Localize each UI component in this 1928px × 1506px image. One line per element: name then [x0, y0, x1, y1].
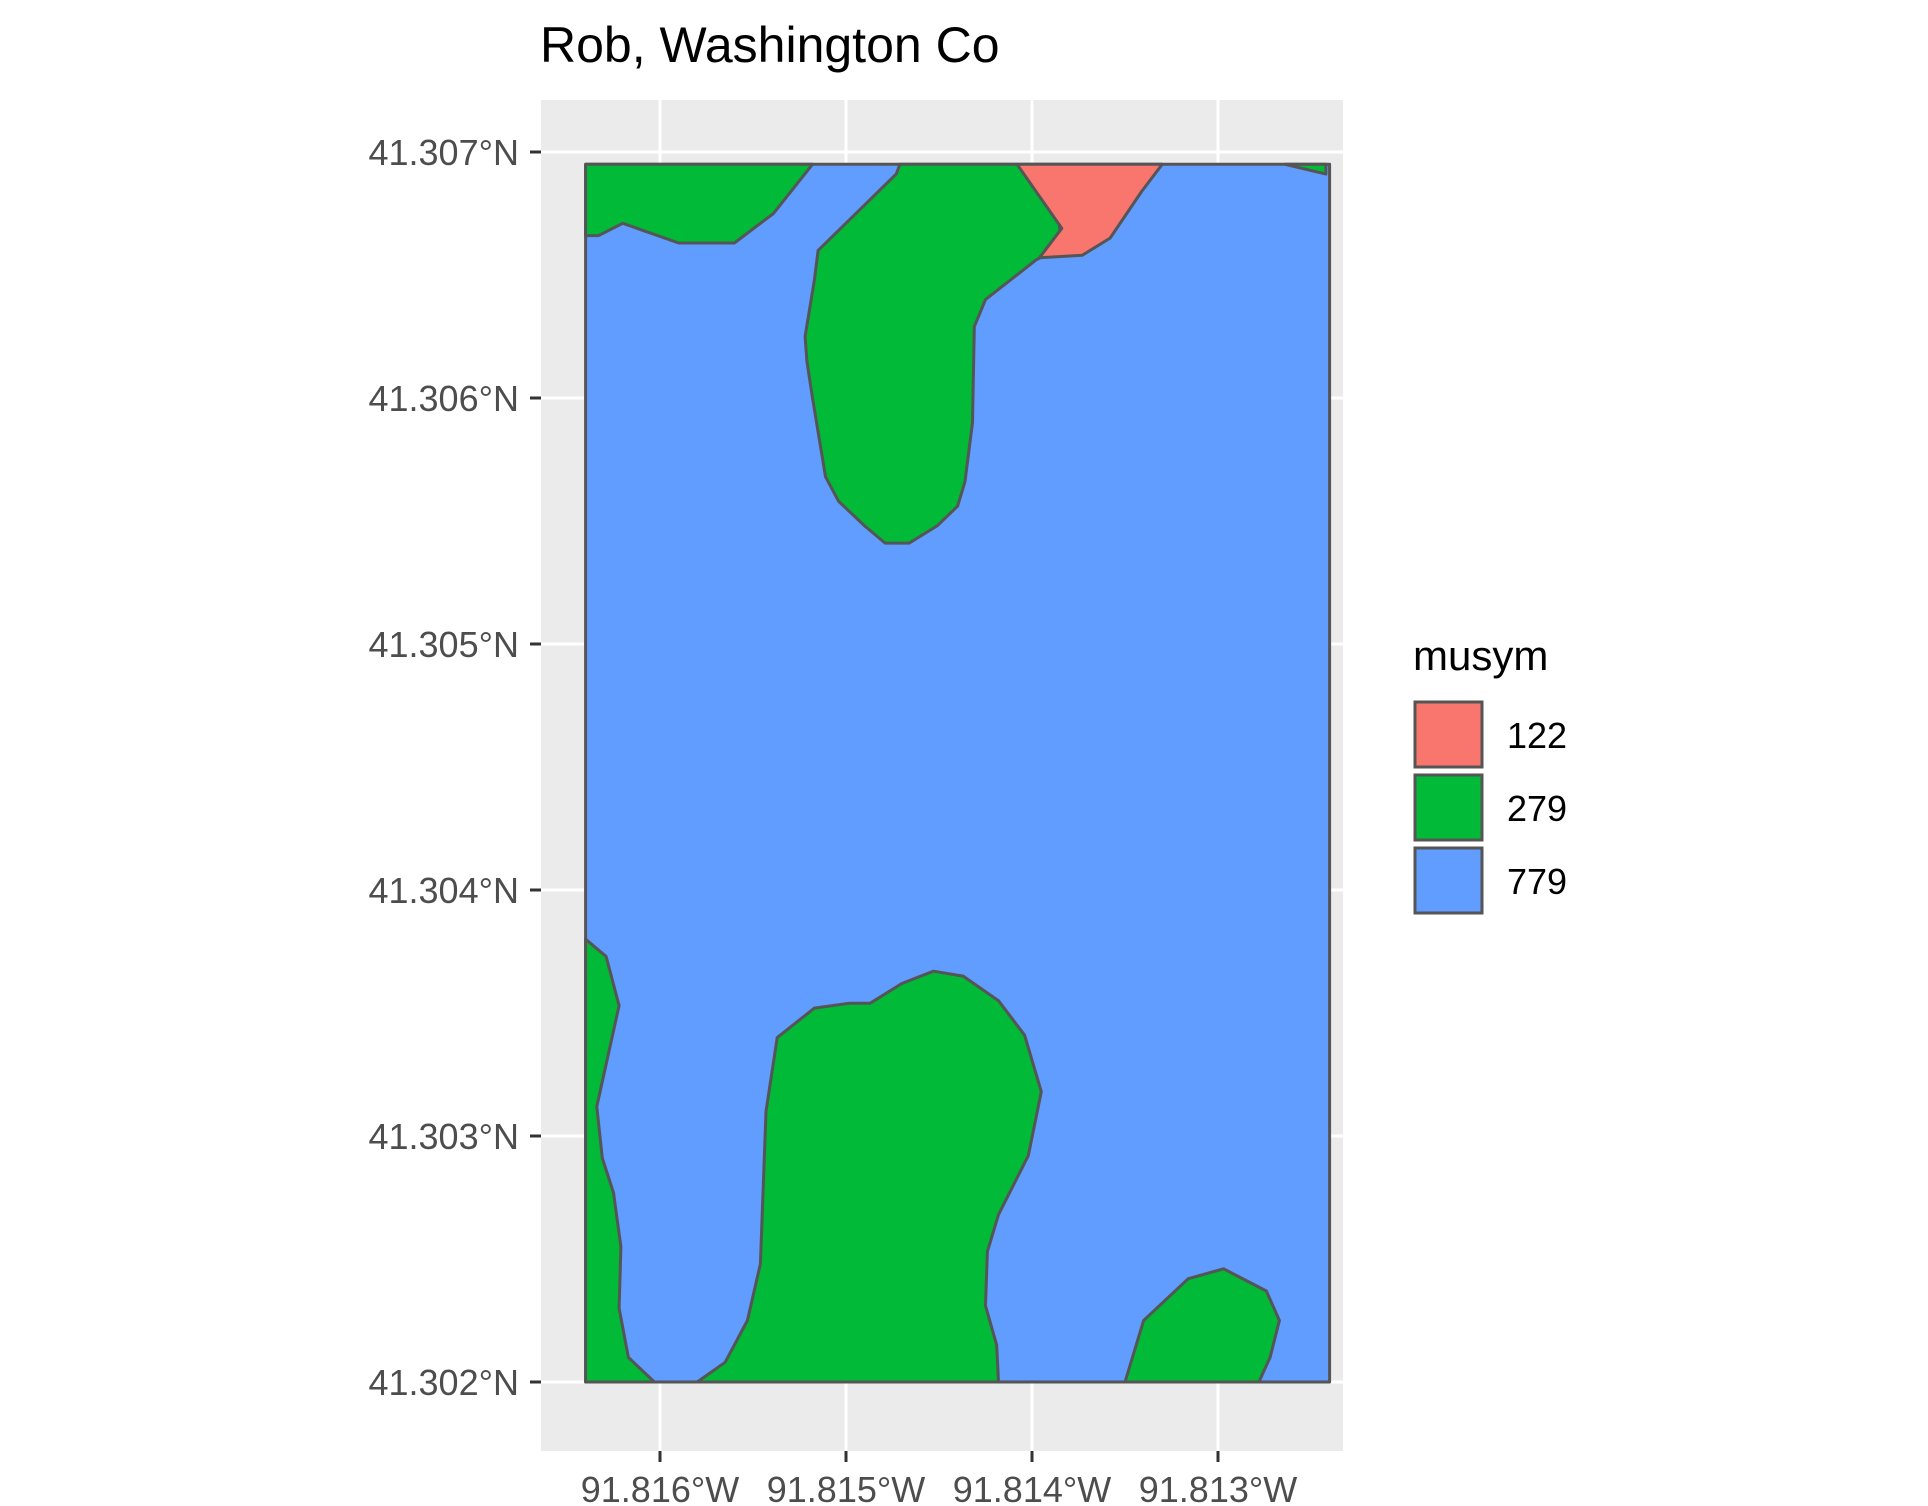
- map-polygon-musym-279: [584, 162, 814, 245]
- legend-key-279: [1413, 773, 1484, 842]
- y-tick-label: 41.304°N: [368, 870, 519, 911]
- legend-label: 279: [1507, 788, 1567, 829]
- x-tick-label: 91.814°W: [953, 1469, 1112, 1506]
- x-tick-label: 91.815°W: [767, 1469, 926, 1506]
- map-polygon-musym-122: [1015, 162, 1164, 260]
- y-tick-label: 41.305°N: [368, 624, 519, 665]
- legend-title: musym: [1413, 632, 1548, 679]
- axes: 91.816°W 91.815°W 91.814°W 91.813°W 41.307°N…: [368, 132, 1297, 1506]
- legend-items: 122 279 779: [1413, 700, 1567, 915]
- y-tick-label: 41.306°N: [368, 378, 519, 419]
- x-tick-label: 91.816°W: [581, 1469, 740, 1506]
- legend-label: 779: [1507, 861, 1567, 902]
- plot-title: Rob, Washington Co: [540, 17, 1000, 73]
- map-polygon-musym-279: [1123, 1267, 1281, 1384]
- legend-label: 122: [1507, 715, 1567, 756]
- y-tick-label: 41.303°N: [368, 1116, 519, 1157]
- map-polygons: [584, 162, 1332, 1384]
- y-tick-label: 41.307°N: [368, 132, 519, 173]
- x-tick-label: 91.813°W: [1139, 1469, 1298, 1506]
- legend-key-122: [1413, 700, 1484, 769]
- legend-key-779: [1413, 846, 1484, 915]
- map-polygon-musym-279: [695, 969, 1043, 1384]
- map-polygon-musym-279: [584, 937, 656, 1384]
- legend: musym 122 279 779: [1413, 632, 1567, 915]
- y-tick-label: 41.302°N: [368, 1362, 519, 1403]
- map-polygon-musym-279: [1283, 162, 1328, 176]
